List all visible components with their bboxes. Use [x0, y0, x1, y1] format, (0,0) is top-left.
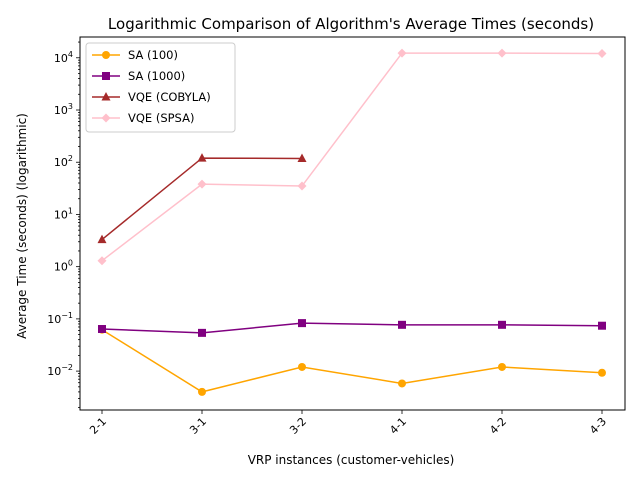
data-point [97, 234, 107, 244]
data-point [298, 319, 306, 328]
legend: SA (100) SA (1000) VQE (COBYLA) VQE (SPSA) [85, 42, 236, 133]
data-point [198, 328, 206, 337]
y-tick-label: 10−1 [47, 311, 73, 326]
legend-entry: SA (100) [92, 48, 178, 62]
data-point [497, 48, 507, 58]
legend-marker [101, 113, 111, 123]
legend-marker [102, 72, 110, 80]
plot-frame [79, 36, 626, 411]
x-tick-label: 4-3 [587, 415, 609, 437]
data-point [398, 379, 406, 388]
legend-marker [101, 92, 111, 101]
y-tick-label: 104 [54, 50, 73, 65]
data-point [198, 387, 206, 396]
data-point [298, 362, 306, 371]
x-tick-label: 4-1 [387, 415, 409, 437]
plot-area [97, 48, 607, 396]
data-point [498, 362, 506, 371]
data-point [297, 181, 307, 191]
data-point [597, 48, 607, 58]
legend-label: SA (100) [128, 48, 178, 62]
legend-entry: VQE (SPSA) [92, 111, 194, 125]
series-sa-100 [98, 325, 606, 396]
x-tick-label: 4-2 [487, 415, 509, 437]
series-line [101, 329, 603, 393]
y-axis-label: Average Time (seconds) (logarithmic) [15, 113, 29, 339]
legend-box [85, 42, 236, 133]
data-point [197, 153, 207, 162]
legend-entry: SA (1000) [92, 69, 185, 83]
data-point [97, 256, 107, 266]
x-axis-label: VRP instances (customer-vehicles) [248, 453, 455, 467]
data-point [598, 368, 606, 377]
data-point [197, 179, 207, 189]
legend-label: VQE (SPSA) [128, 111, 194, 125]
x-tick-label: 3-1 [187, 415, 209, 437]
series-line [101, 322, 603, 334]
series-line [101, 157, 303, 241]
data-point [398, 320, 406, 329]
x-tick-label: 3-2 [287, 415, 309, 437]
y-tick-label: 103 [54, 102, 73, 117]
y-tick-label: 101 [54, 206, 73, 221]
legend-marker [102, 51, 110, 59]
series-vqe-spsa [97, 48, 607, 266]
data-point [598, 321, 606, 330]
y-tick-label: 10−2 [47, 363, 73, 378]
y-tick-label: 102 [54, 154, 73, 169]
series-vqe-cobyla [97, 153, 307, 244]
chart-title: Logarithmic Comparison of Algorithm's Av… [108, 15, 594, 33]
y-tick-label: 100 [54, 259, 73, 274]
legend-entry: VQE (COBYLA) [92, 90, 211, 104]
legend-label: SA (1000) [128, 69, 185, 83]
data-point [297, 153, 307, 162]
data-point [98, 325, 106, 334]
data-point [397, 48, 407, 58]
series-line [101, 52, 603, 262]
data-point [498, 320, 506, 329]
legend-label: VQE (COBYLA) [128, 90, 211, 104]
series-sa-1000 [98, 319, 606, 337]
x-tick-label: 2-1 [87, 415, 109, 437]
